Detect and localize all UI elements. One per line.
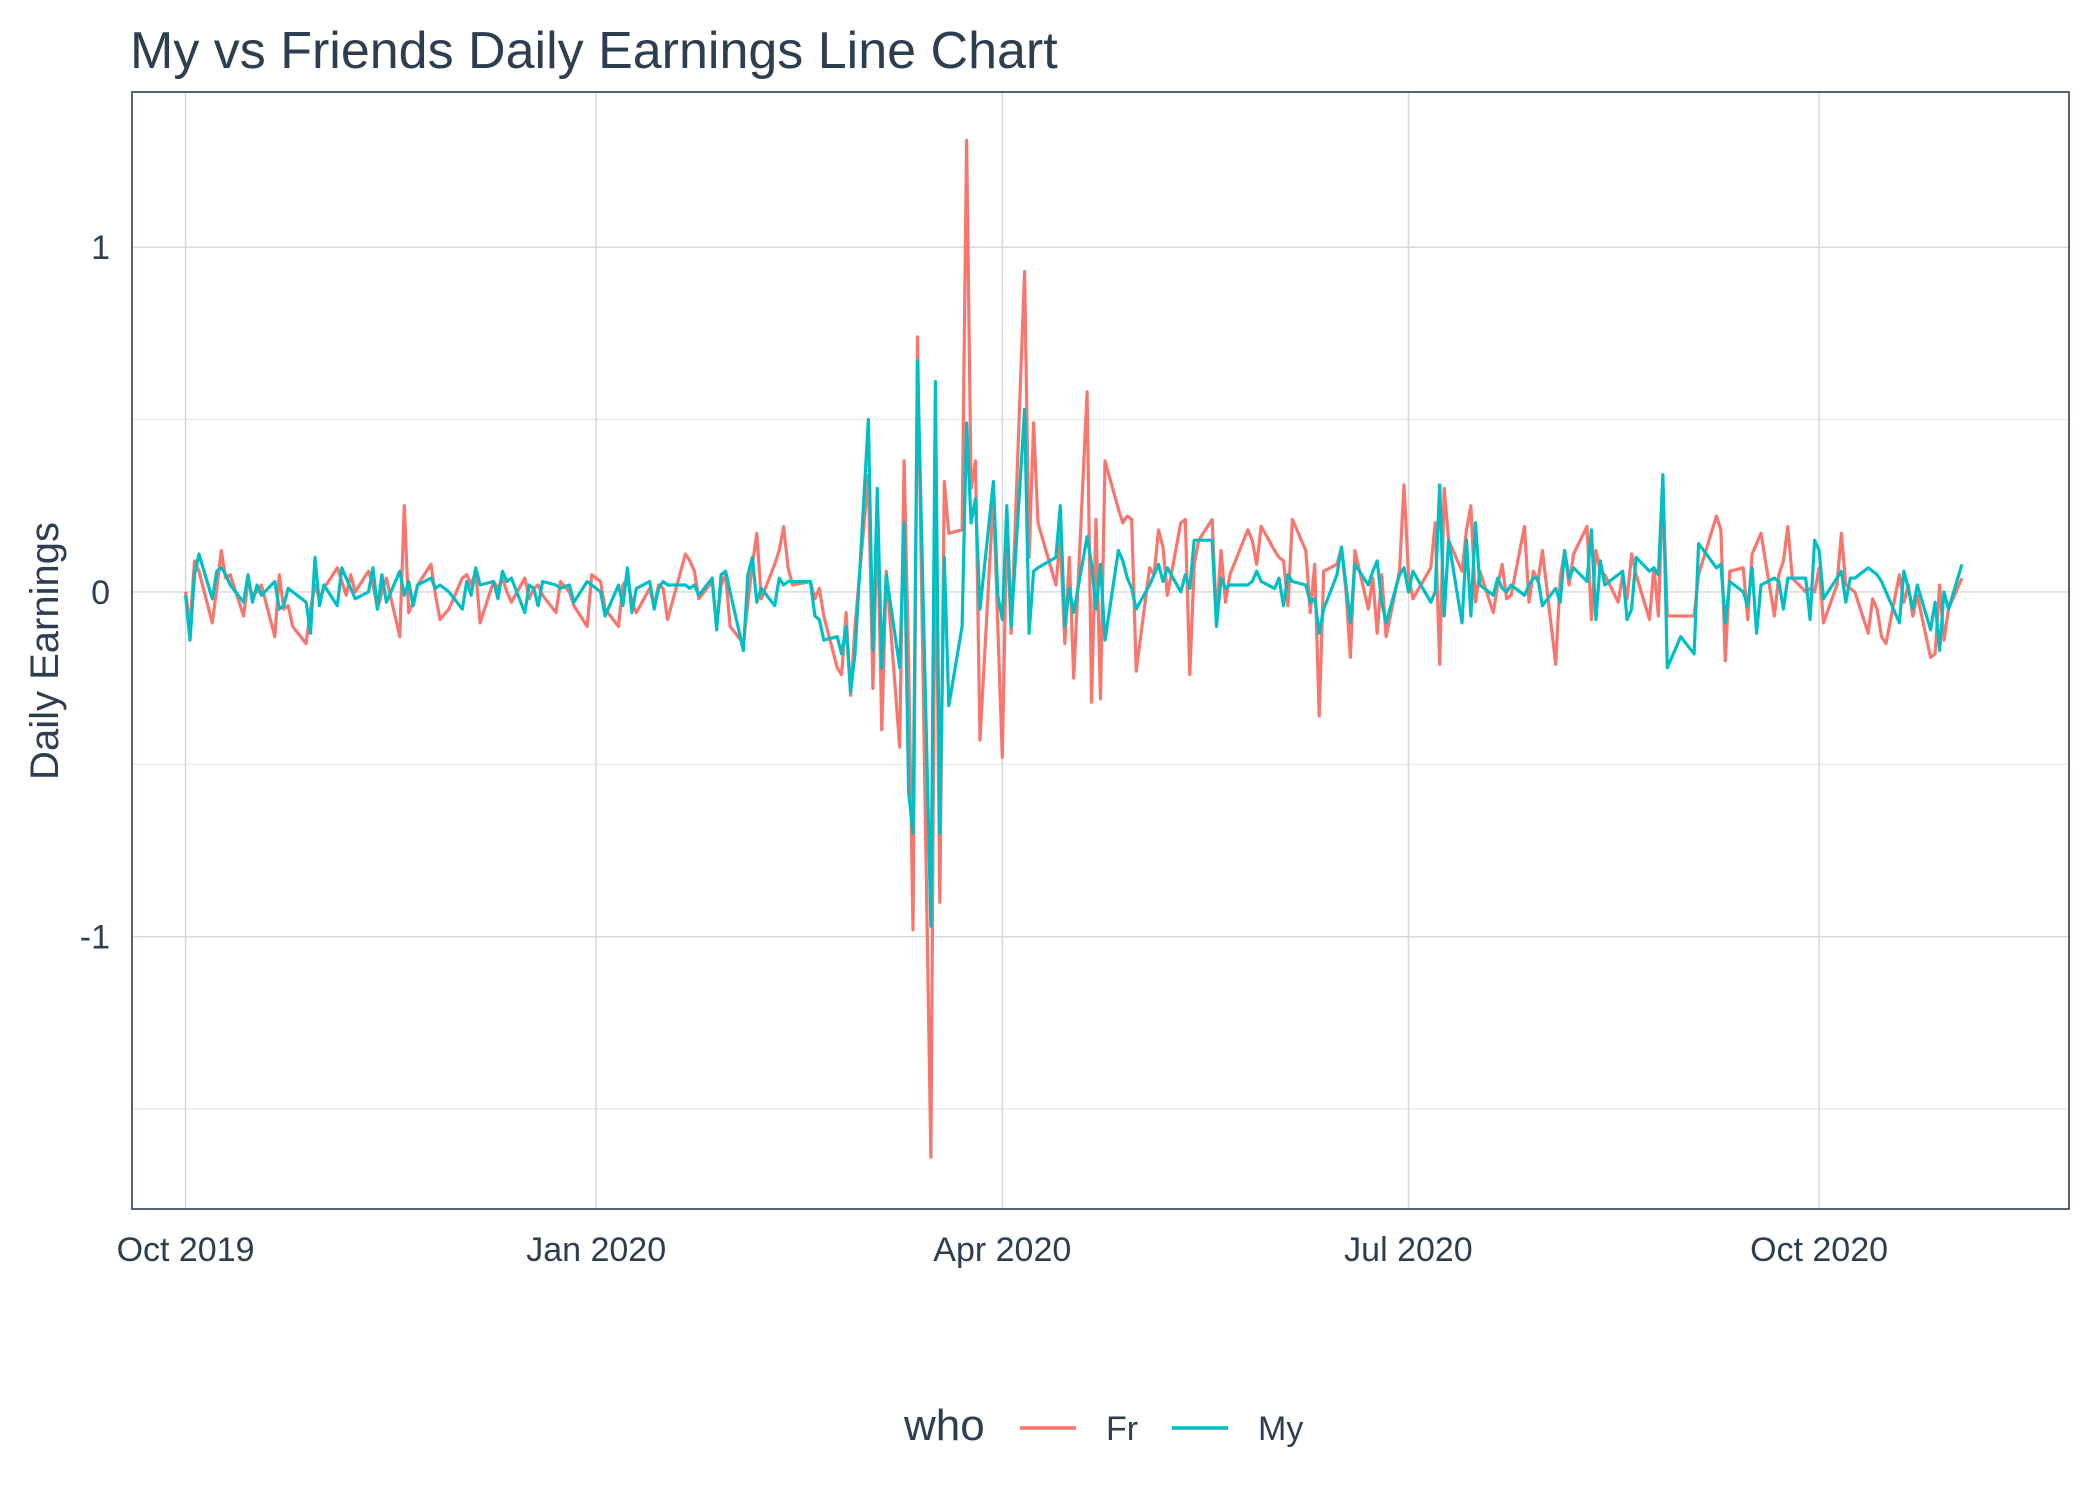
legend-items: Fr My — [1020, 1410, 1303, 1448]
y-tick-label: 0 — [91, 574, 110, 612]
x-tick-label: Apr 2020 — [933, 1231, 1071, 1269]
x-tick-label: Oct 2020 — [1750, 1231, 1888, 1269]
chart-title: My vs Friends Daily Earnings Line Chart — [130, 22, 1058, 80]
x-axis-tick-labels: Oct 2019 Jan 2020 Apr 2020 Jul 2020 Oct 2020 — [117, 1231, 1888, 1269]
legend-label-fr: Fr — [1106, 1410, 1138, 1448]
legend-label-my: My — [1258, 1410, 1303, 1448]
panel-border — [131, 91, 2070, 1210]
y-axis-title: Daily Earnings — [23, 522, 67, 780]
legend: who Fr My — [903, 1401, 1303, 1450]
series-layer — [184, 138, 1964, 1159]
minor-gridlines — [132, 418, 2069, 1110]
x-tick-label: Jan 2020 — [526, 1231, 666, 1269]
legend-title: who — [903, 1401, 985, 1450]
y-axis-tick-labels: -1 0 1 — [80, 229, 110, 957]
x-tick-label: Oct 2019 — [117, 1231, 255, 1269]
y-tick-label: 1 — [91, 229, 110, 267]
x-tick-label: Jul 2020 — [1344, 1231, 1473, 1269]
y-tick-label: -1 — [80, 919, 110, 957]
series-line-my — [184, 359, 1964, 928]
